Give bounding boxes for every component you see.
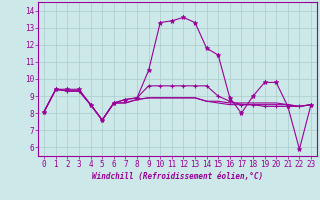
X-axis label: Windchill (Refroidissement éolien,°C): Windchill (Refroidissement éolien,°C) <box>92 172 263 181</box>
